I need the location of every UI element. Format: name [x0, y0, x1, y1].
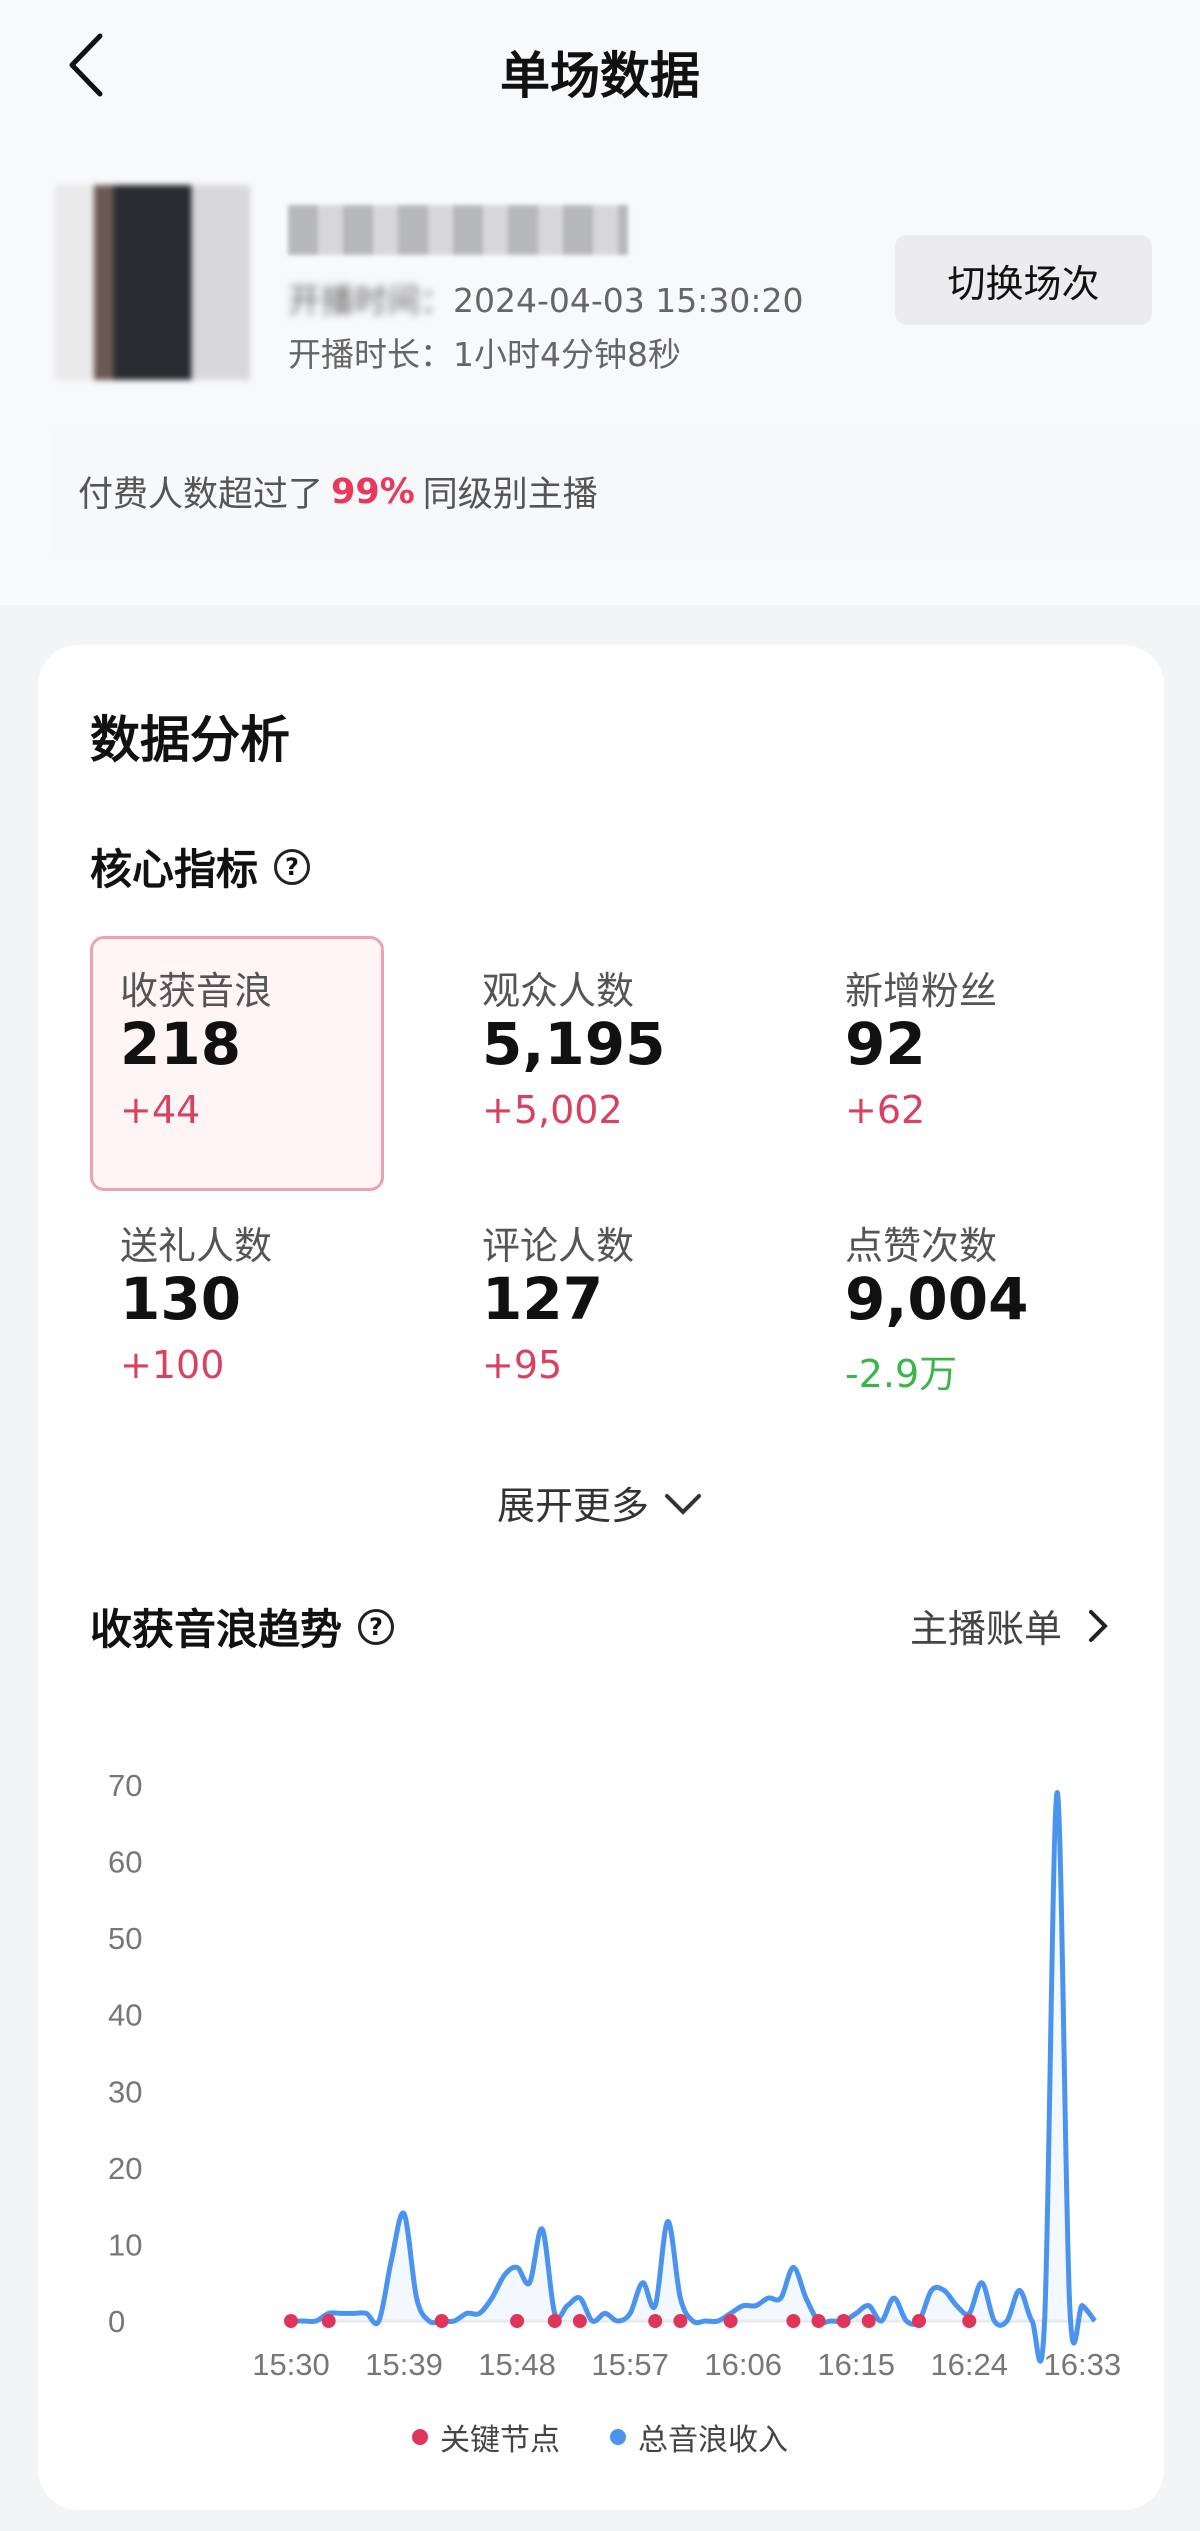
- metric-value: 92: [845, 1010, 926, 1078]
- chevron-down-icon: [665, 1493, 701, 1515]
- x-tick-label: 15:57: [591, 2347, 669, 2382]
- key-node-point: [572, 2314, 587, 2328]
- expand-more-label: 展开更多: [496, 1484, 649, 1528]
- x-tick-label: 16:15: [817, 2347, 895, 2382]
- metric-delta: +5,002: [482, 1088, 623, 1132]
- key-node-point: [673, 2314, 688, 2328]
- y-tick-label: 30: [108, 2074, 142, 2109]
- legend-dot-icon: [610, 2429, 626, 2445]
- x-tick-label: 15:39: [365, 2347, 443, 2382]
- y-tick-label: 20: [108, 2151, 142, 2186]
- page-title: 单场数据: [500, 47, 700, 105]
- anchor-bill-link[interactable]: 主播账单: [910, 1598, 1110, 1653]
- metric-selected-box[interactable]: [90, 936, 384, 1191]
- y-tick-label: 60: [108, 1845, 142, 1880]
- banner-suffix: 同级别主播: [422, 475, 598, 515]
- start-time-label: 开播时间：: [288, 281, 453, 320]
- avatar: [55, 185, 250, 380]
- metric-value: 9,004: [845, 1265, 1029, 1333]
- chevron-left-icon: [69, 33, 103, 97]
- analysis-title: 数据分析: [90, 711, 290, 769]
- key-node-point: [811, 2314, 826, 2328]
- key-node-point: [836, 2314, 851, 2328]
- key-node-point: [547, 2314, 562, 2328]
- duration-value: 1小时4分钟8秒: [453, 335, 681, 374]
- key-node-point: [962, 2314, 977, 2328]
- help-icon[interactable]: ?: [274, 848, 311, 885]
- chart-legend: 关键节点 总音浪收入: [0, 2415, 1200, 2459]
- core-metrics-title: 核心指标: [90, 845, 259, 894]
- start-time: 开播时间：2024-04-03 15:30:20: [288, 274, 803, 322]
- rank-banner: 付费人数超过了 99% 同级别主播: [52, 430, 1200, 553]
- key-node-point: [723, 2314, 738, 2328]
- x-tick-label: 16:24: [930, 2347, 1008, 2382]
- key-node-point: [434, 2314, 449, 2328]
- x-tick-label: 15:48: [478, 2347, 556, 2382]
- duration: 开播时长：1小时4分钟8秒: [288, 328, 681, 376]
- metric-label: 评论人数: [482, 1224, 635, 1268]
- metric-delta: +62: [845, 1088, 926, 1132]
- trend-title: 收获音浪趋势: [90, 1605, 343, 1654]
- y-tick-label: 40: [108, 1998, 142, 2033]
- metric-value: 127: [482, 1265, 604, 1333]
- banner-prefix: 付费人数超过了: [78, 475, 324, 515]
- y-tick-label: 10: [108, 2227, 142, 2262]
- core-metrics-heading: 核心指标?: [90, 836, 311, 897]
- y-tick-label: 50: [108, 1921, 142, 1956]
- trend-heading: 收获音浪趋势?: [90, 1596, 395, 1657]
- metric-delta: +95: [482, 1343, 563, 1387]
- anchor-name-blurred: [288, 205, 628, 255]
- metric-value: 5,195: [482, 1010, 666, 1078]
- trend-chart: 0 10 20 30 40 50 60 70 15:30 15:39 15:48 15:57 16:06…: [108, 1768, 1121, 2382]
- key-node-point: [861, 2314, 876, 2328]
- metric-delta: +100: [120, 1343, 225, 1387]
- key-node-point: [648, 2314, 663, 2328]
- expand-more-button[interactable]: 展开更多: [0, 1475, 1200, 1530]
- x-tick-label: 16:33: [1043, 2347, 1121, 2382]
- start-time-value: 2024-04-03 15:30:20: [453, 281, 804, 320]
- key-node-point: [786, 2314, 801, 2328]
- chevron-right-icon: [1089, 1609, 1108, 1642]
- metric-label: 观众人数: [482, 969, 635, 1013]
- key-node-point: [321, 2314, 336, 2328]
- metric-delta: +44: [120, 1088, 201, 1132]
- metric-delta: -2.9万: [845, 1352, 958, 1396]
- back-button[interactable]: [62, 30, 112, 100]
- y-tick-label: 0: [108, 2304, 125, 2339]
- metric-label: 收获音浪: [120, 969, 273, 1013]
- metric-value: 218: [120, 1010, 242, 1078]
- metric-label: 新增粉丝: [845, 969, 998, 1013]
- key-node-point: [284, 2314, 298, 2328]
- metric-label: 送礼人数: [120, 1224, 273, 1268]
- help-icon[interactable]: ?: [358, 1608, 395, 1645]
- metric-label: 点赞次数: [845, 1224, 998, 1268]
- legend-label: 总音浪收入: [638, 2423, 788, 2458]
- key-node-point: [510, 2314, 525, 2328]
- duration-label: 开播时长：: [288, 335, 453, 374]
- legend-label: 关键节点: [440, 2423, 560, 2458]
- anchor-bill-label: 主播账单: [909, 1607, 1062, 1651]
- legend-total-income[interactable]: 总音浪收入: [610, 2415, 788, 2459]
- banner-highlight: 99%: [331, 471, 415, 512]
- x-tick-label: 16:06: [704, 2347, 782, 2382]
- x-tick-label: 15:30: [252, 2347, 330, 2382]
- metric-value: 130: [120, 1265, 242, 1333]
- switch-session-button[interactable]: 切换场次: [895, 235, 1152, 325]
- legend-key-nodes[interactable]: 关键节点: [412, 2415, 560, 2459]
- series-line-total-income: [291, 1790, 1097, 2364]
- y-tick-label: 70: [108, 1768, 142, 1803]
- legend-dot-icon: [412, 2429, 428, 2445]
- key-node-point: [912, 2314, 926, 2328]
